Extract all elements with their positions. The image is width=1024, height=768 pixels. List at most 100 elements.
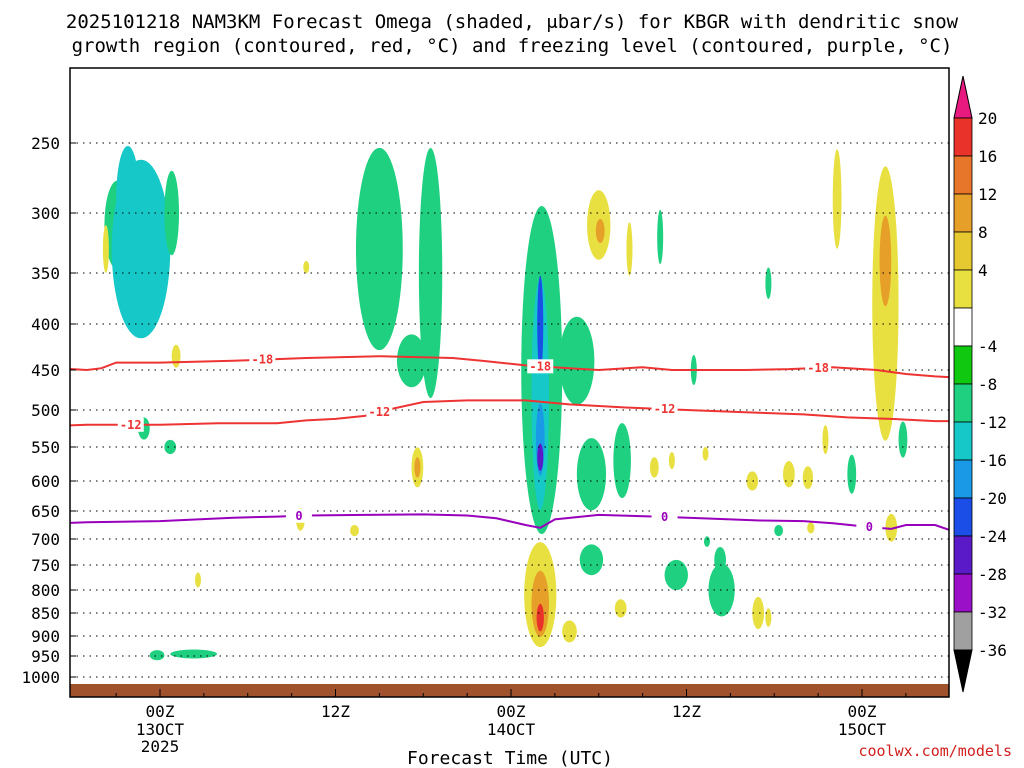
omega-area-40 — [703, 536, 710, 547]
colorbar: 20 16 12 8 4 -4 -8 -12 -16 -20 -24 -28 -32 -36 — [953, 75, 1007, 693]
omega-area-55 — [832, 149, 842, 249]
x-tick-label-2: 00Z — [497, 702, 526, 721]
omega-area-24 — [559, 316, 595, 405]
colorbar-segment-2 — [953, 193, 973, 233]
colorbar-label--8: -8 — [978, 375, 997, 394]
temperature-contours: -18 -18 -18 -12 -12 -12 0 0 0 — [70, 352, 949, 535]
colorbar-label--28: -28 — [978, 565, 1007, 584]
omega-area-54 — [847, 454, 857, 494]
omega-area-18 — [414, 457, 421, 478]
contour-label-minus18-0: -18 — [252, 353, 274, 367]
contour-label-minus12-2: -12 — [654, 402, 676, 416]
omega-area-15 — [418, 148, 443, 398]
colorbar-label--32: -32 — [978, 603, 1007, 622]
omega-area-5 — [102, 225, 109, 273]
y-tick-label-300: 300 — [31, 204, 60, 223]
x-tick-date-0: 13OCT — [136, 720, 185, 739]
contour-label-freezing-2: 0 — [866, 520, 873, 534]
y-tick-label-350: 350 — [31, 264, 60, 283]
omega-area-30 — [562, 620, 577, 643]
contour-label-minus18-2-bg — [805, 360, 832, 375]
omega-area-48 — [802, 466, 814, 489]
colorbar-label--36: -36 — [978, 641, 1007, 660]
omega-area-14 — [355, 147, 403, 351]
contour-label-minus18-1: -18 — [529, 359, 551, 373]
omega-area-8 — [303, 261, 310, 273]
colorbar-label-16: 16 — [978, 147, 997, 166]
chart-title-line1: 2025101218 NAM3KM Forecast Omega (shaded… — [66, 11, 959, 33]
colorbar-label--12: -12 — [978, 413, 1007, 432]
y-axis: 250 300 350 400 450 500 550 600 650 700 750 800 850 9… — [21, 134, 76, 687]
colorbar-segment-10 — [953, 497, 973, 537]
contour-label-minus12-1: -12 — [369, 405, 391, 419]
colorbar-segment-12 — [953, 573, 973, 613]
y-tick-label-750: 750 — [31, 556, 60, 575]
colorbar-segment-9 — [953, 459, 973, 499]
omega-area-51 — [765, 608, 772, 627]
x-tick-date-4: 15OCT — [838, 720, 887, 739]
omega-area-42 — [649, 457, 659, 478]
omega-area-46 — [774, 525, 784, 537]
colorbar-segment-8 — [953, 421, 973, 461]
colorbar-label-12: 12 — [978, 185, 997, 204]
contour-label-freezing-1: 0 — [661, 510, 668, 524]
omega-shading — [102, 146, 908, 661]
omega-area-12 — [149, 650, 165, 661]
y-tick-label-500: 500 — [31, 401, 60, 420]
omega-area-22 — [537, 275, 544, 373]
x-tick-date-2: 14OCT — [487, 720, 536, 739]
contour-label-freezing-0: 0 — [295, 509, 302, 523]
colorbar-segment-5 — [953, 307, 973, 347]
y-tick-label-600: 600 — [31, 472, 60, 491]
omega-area-36 — [657, 209, 664, 265]
omega-area-44 — [702, 447, 709, 461]
omega-area-39 — [714, 546, 726, 573]
omega-area-53 — [822, 425, 829, 455]
y-tick-label-900: 900 — [31, 627, 60, 646]
omega-area-23 — [537, 443, 544, 471]
y-tick-label-650: 650 — [31, 502, 60, 521]
y-tick-label-700: 700 — [31, 530, 60, 549]
omega-area-26 — [613, 423, 631, 499]
x-tick-year-0: 2025 — [141, 737, 180, 756]
omega-area-37 — [664, 559, 688, 591]
omega-area-13 — [170, 649, 218, 659]
colorbar-bottom-arrow — [953, 649, 973, 693]
colorbar-label--24: -24 — [978, 527, 1007, 546]
omega-area-7 — [164, 439, 177, 455]
omega-area-49 — [765, 267, 772, 299]
omega-area-11 — [195, 572, 202, 588]
colorbar-label-8: 8 — [978, 223, 988, 242]
omega-area-52 — [807, 522, 815, 534]
colorbar-segment-0 — [953, 117, 973, 157]
omega-area-20 — [531, 278, 550, 510]
y-tick-label-850: 850 — [31, 604, 60, 623]
colorbar-segment-6 — [953, 345, 973, 385]
colorbar-segment-1 — [953, 155, 973, 195]
contour-label-minus18-0-bg — [249, 352, 276, 367]
contour-label-minus12-0-bg — [117, 417, 144, 432]
x-tick-label-3: 12Z — [672, 702, 701, 721]
omega-area-47 — [783, 461, 795, 488]
contour-label-minus12-2-bg — [651, 402, 678, 417]
omega-area-43 — [668, 452, 675, 470]
omega-area-50 — [752, 596, 765, 630]
contour-label-freezing-2-bg — [856, 520, 883, 535]
y-tick-label-1000: 1000 — [21, 668, 60, 687]
contour-label-minus12-1-bg — [366, 405, 393, 420]
x-axis-label: Forecast Time (UTC) — [407, 748, 613, 768]
omega-area-4 — [171, 344, 181, 368]
omega-area-2 — [164, 170, 180, 256]
contour-label-minus18-1-bg — [527, 359, 554, 374]
y-tick-label-950: 950 — [31, 647, 60, 666]
contour-label-minus12-0: -12 — [120, 418, 142, 432]
omega-area-32 — [614, 599, 627, 618]
y-tick-label-400: 400 — [31, 315, 60, 334]
x-tick-label-4: 00Z — [848, 702, 877, 721]
watermark: coolwx.com/models — [858, 742, 1012, 760]
x-tick-label-1: 12Z — [321, 702, 350, 721]
plot-frame — [69, 67, 950, 698]
colorbar-label-4: 4 — [978, 261, 988, 280]
omega-area-31 — [579, 544, 604, 576]
